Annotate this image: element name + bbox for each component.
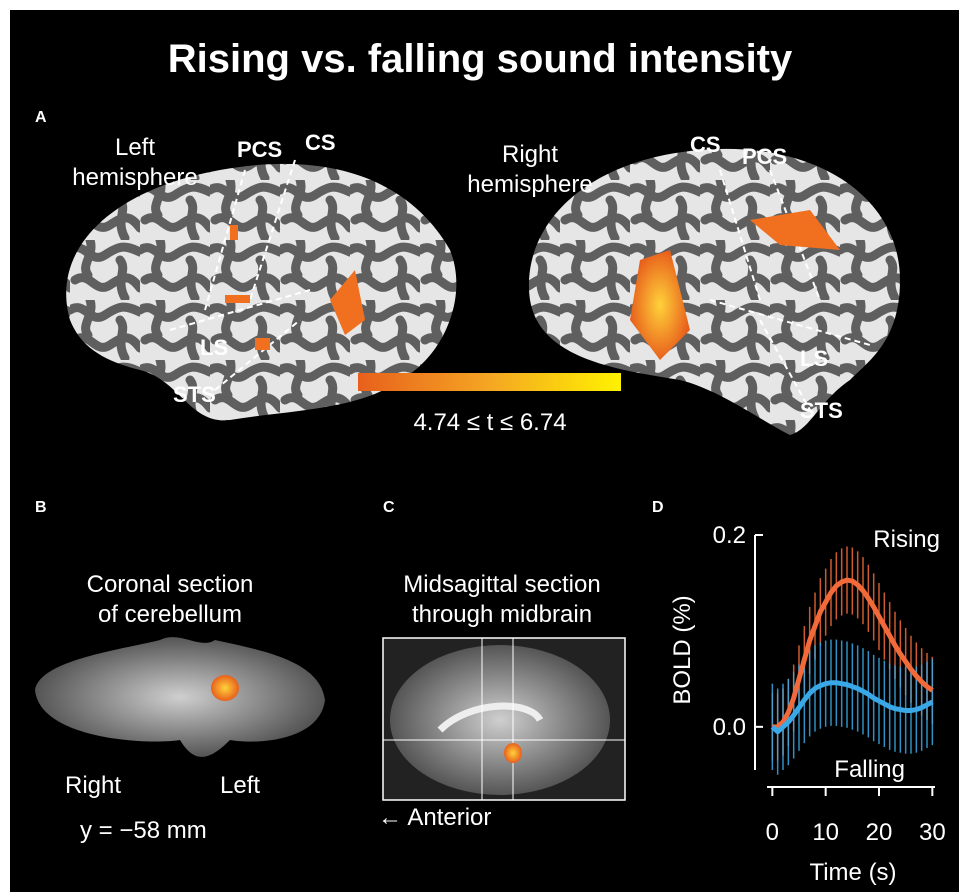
y-tick-label: 0.0 [713,714,746,741]
sulcus-label: PCS [237,137,282,162]
sulcus-label: LS [800,346,828,371]
sulcus-label: CS [690,132,721,157]
sulcus-label: CS [305,130,336,155]
y-axis-label: BOLD (%) [669,595,696,704]
series-label: Falling [834,756,905,783]
sagittal-slice [390,645,610,795]
x-tick-label: 10 [812,819,839,846]
series-label: Rising [873,526,940,553]
sulcus-label: STS [173,382,216,407]
panel-label: D [652,499,664,516]
activation-blob [504,743,522,763]
figure-title: Rising vs. falling sound intensity [168,37,793,81]
colorbar-label: 4.74 ≤ t ≤ 6.74 [413,409,566,436]
x-axis-label: Time (s) [809,859,896,886]
figure: Rising vs. falling sound intensity A Lef… [0,0,959,892]
sulcus-label: PCS [742,144,787,169]
direction-label: ← Anterior [378,804,491,831]
y-tick-label: 0.2 [713,522,746,549]
activation-blob [211,675,239,701]
panel-label: B [35,499,47,516]
side-label: Right [65,772,121,799]
side-label: Left [220,772,260,799]
sulcus-label: STS [800,398,843,423]
x-tick-label: 0 [766,819,779,846]
coordinate-label: y = −58 mm [80,817,207,844]
colorbar [358,373,621,391]
panel-label: A [35,109,47,126]
panel-label: C [383,499,395,516]
x-tick-label: 20 [866,819,893,846]
x-tick-label: 30 [919,819,946,846]
sulcus-label: LS [200,335,228,360]
